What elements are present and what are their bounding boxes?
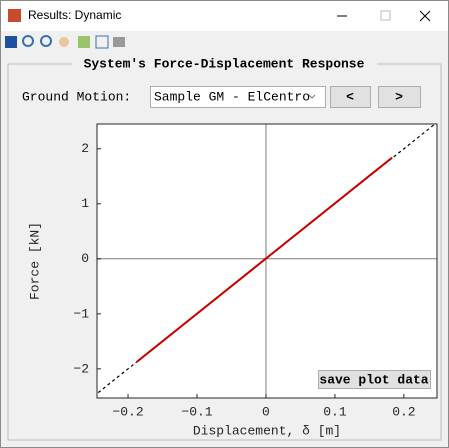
dropdown-text: Sample GM - ElCentro bbox=[154, 89, 310, 104]
y-axis-label: Force [kN] bbox=[27, 222, 42, 300]
x-tick-label: 0.1 bbox=[323, 404, 347, 419]
series-line bbox=[136, 156, 393, 363]
x-axis-label: Displacement, δ [m] bbox=[193, 423, 341, 438]
plot-layer bbox=[97, 124, 437, 398]
y-tick-label: −2 bbox=[73, 361, 89, 376]
legend-icon[interactable] bbox=[95, 35, 109, 49]
next-button-label: > bbox=[395, 89, 403, 104]
next-button[interactable] bbox=[378, 86, 421, 108]
prev-button-label: < bbox=[346, 89, 354, 104]
zoom-out-icon[interactable] bbox=[40, 35, 52, 47]
panel-title: System's Force-Displacement Response bbox=[84, 56, 365, 71]
toolbar bbox=[5, 35, 125, 49]
chart: −0.2 −0.1 0 0.1 0.2 −2 −1 0 1 2 Displacement, δ [m… bbox=[27, 124, 437, 438]
y-tick-label: −1 bbox=[73, 306, 89, 321]
ground-motion-label: Ground Motion: bbox=[22, 89, 131, 104]
app-icon bbox=[8, 9, 21, 22]
x-tick-label: −0.1 bbox=[181, 404, 212, 419]
maximize-button[interactable] bbox=[380, 10, 391, 21]
plot-area bbox=[97, 124, 437, 398]
ground-motion-dropdown[interactable] bbox=[150, 86, 326, 108]
datatip-icon[interactable] bbox=[78, 36, 90, 48]
axes-box bbox=[96, 123, 438, 399]
close-button[interactable] bbox=[419, 10, 431, 22]
pan-icon[interactable] bbox=[59, 37, 69, 47]
panel-title-bg bbox=[72, 56, 377, 72]
prev-button[interactable] bbox=[330, 86, 371, 108]
y-tick-label: 1 bbox=[81, 196, 89, 211]
x-tick-label: 0.2 bbox=[392, 404, 415, 419]
y-tick-label: 2 bbox=[81, 141, 89, 156]
x-tick-label: 0 bbox=[262, 404, 270, 419]
y-tick-label: 0 bbox=[81, 251, 89, 266]
x-tick-label: −0.2 bbox=[112, 404, 143, 419]
zoom-in-icon[interactable] bbox=[22, 35, 34, 47]
save-plot-data-label: save plot data bbox=[319, 372, 428, 387]
dropdown-arrow bbox=[308, 94, 316, 99]
window-title: Results: Dynamic bbox=[28, 8, 121, 22]
print-icon[interactable] bbox=[113, 37, 125, 47]
title-bar bbox=[1, 1, 448, 31]
save-icon[interactable] bbox=[5, 36, 17, 48]
save-plot-data-button[interactable] bbox=[318, 370, 431, 389]
